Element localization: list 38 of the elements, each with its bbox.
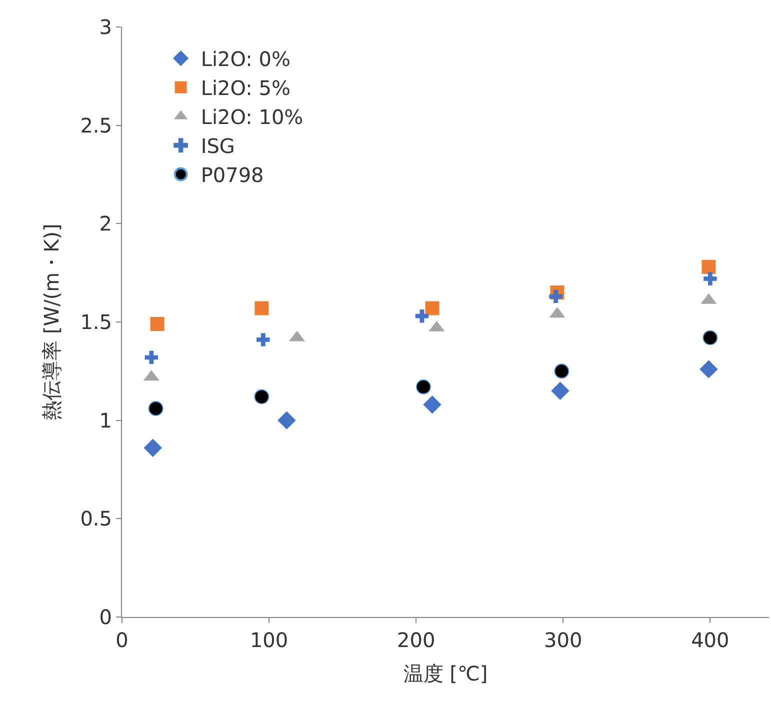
point [254,389,270,404]
legend-label: Li2O: 0% [200,47,290,72]
point [256,333,270,346]
point [423,396,442,414]
x-tick-label: 100 [250,628,288,652]
point [278,411,296,430]
point [549,290,562,304]
x-axis-title: 温度 [℃] [403,662,488,686]
y-tick-label: 1 [99,408,112,432]
legend-label: P0798 [200,163,264,188]
y-tick-label: 1.5 [80,310,112,334]
y-tick-label: 2.5 [80,113,112,138]
point [554,364,570,379]
point [702,330,718,346]
y-tick-label: 2 [99,212,112,236]
legend-label: Li2O: 10% [200,105,304,130]
point [150,316,164,331]
y-tick-label: 0.5 [80,506,112,531]
y-tick-label: 3 [99,15,112,39]
point [416,379,431,394]
x-tick-label: 0 [116,628,128,652]
point [148,401,164,416]
point [415,310,429,323]
point [144,438,162,457]
point [425,301,440,316]
point [700,360,718,378]
point [704,272,717,286]
x-tick-label: 300 [544,628,582,652]
x-tick-label: 400 [691,628,730,652]
y-tick-label: 0 [99,605,112,629]
y-axis-title: 熱伝導率 [W/(m・K)] [40,224,64,420]
point [551,382,570,400]
point [702,260,716,274]
point [254,301,269,316]
legend-label: ISG [200,134,235,158]
point [144,350,158,364]
legend-label: Li2O: 5% [200,76,290,100]
x-tick-label: 200 [396,628,436,652]
